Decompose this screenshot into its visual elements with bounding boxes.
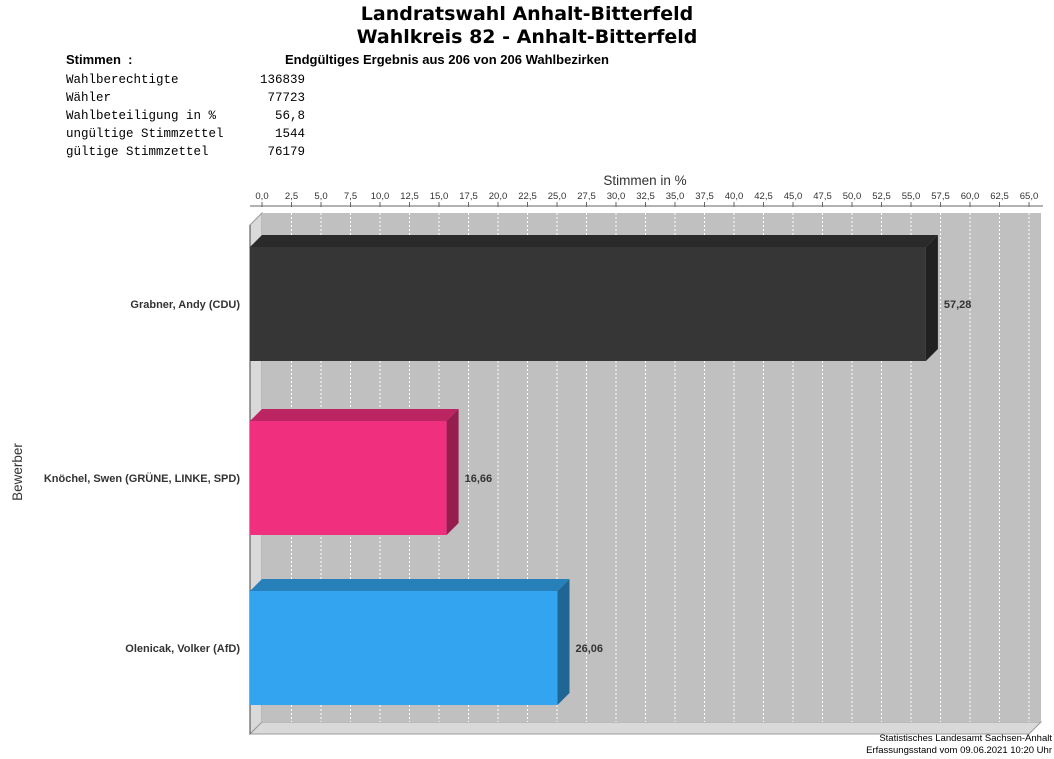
stat-value: 77723 <box>267 91 305 105</box>
x-axis-label: Stimmen in % <box>603 173 686 188</box>
chart-subtitle: Wahlkreis 82 - Anhalt-Bitterfeld <box>356 26 698 48</box>
tick-label: 25,0 <box>548 191 567 202</box>
tick-label: 20,0 <box>489 191 508 202</box>
tick-label: 35,0 <box>666 191 685 202</box>
tick-label: 32,5 <box>636 191 655 202</box>
bar-top-face <box>250 579 570 591</box>
stat-label: gültige Stimmzettel <box>66 145 209 159</box>
bar-group: Knöchel, Swen (GRÜNE, LINKE, SPD) 16,66 <box>44 409 492 535</box>
footer-timestamp: Erfassungsstand vom 09.06.2021 10:20 Uhr <box>866 745 1052 756</box>
category-label: Knöchel, Swen (GRÜNE, LINKE, SPD) <box>44 472 241 485</box>
stat-label: Wahlberechtigte <box>66 73 179 87</box>
stat-value: 76179 <box>267 145 305 159</box>
tick-label: 10,0 <box>371 191 390 202</box>
value-label: 26,06 <box>576 643 604 655</box>
tick-label: 17,5 <box>459 191 478 202</box>
stats-header: Stimmen : <box>66 52 133 67</box>
tick-label: 47,5 <box>813 191 832 202</box>
value-label: 16,66 <box>465 473 493 485</box>
bar <box>250 591 558 705</box>
bars: Grabner, Andy (CDU) 57,28 Knöchel, Swen (G… <box>44 235 971 705</box>
tick-label: 22,5 <box>518 191 537 202</box>
tick-label: 27,5 <box>577 191 596 202</box>
bar <box>250 421 447 535</box>
tick-label: 37,5 <box>695 191 714 202</box>
tick-label: 42,5 <box>754 191 773 202</box>
bar-top-face <box>250 235 938 247</box>
tick-label: 0,0 <box>255 191 268 202</box>
y-axis-label: Bewerber <box>10 443 25 501</box>
stat-value: 136839 <box>259 73 305 87</box>
stat-label: Wahlbeteiligung in % <box>66 109 217 123</box>
tick-label: 50,0 <box>843 191 862 202</box>
footer-source: Statistisches Landesamt Sachsen-Anhalt <box>879 733 1052 744</box>
tick-label: 12,5 <box>400 191 419 202</box>
tick-label: 5,0 <box>314 191 327 202</box>
stat-value: 56,8 <box>274 109 305 123</box>
tick-label: 65,0 <box>1020 191 1039 202</box>
bar-side-face <box>925 235 938 361</box>
bar-side-face <box>446 409 459 535</box>
x-axis-ticks: 0,0 2,5 5,0 7,5 10,0 12,5 15,0 17,5 20,0 22,5 25,0… <box>255 191 1038 207</box>
tick-label: 7,5 <box>344 191 357 202</box>
bar-top-face <box>250 409 459 421</box>
bar-group: Olenicak, Volker (AfD) 26,06 <box>125 579 603 705</box>
tick-label: 45,0 <box>784 191 803 202</box>
tick-label: 40,0 <box>725 191 744 202</box>
tick-label: 55,0 <box>902 191 921 202</box>
result-status: Endgültiges Ergebnis aus 206 von 206 Wah… <box>285 52 609 67</box>
category-label: Grabner, Andy (CDU) <box>130 299 240 311</box>
stat-label: ungültige Stimmzettel <box>66 127 224 141</box>
category-label: Olenicak, Volker (AfD) <box>125 643 240 655</box>
tick-label: 15,0 <box>430 191 449 202</box>
tick-label: 62,5 <box>990 191 1009 202</box>
tick-label: 52,5 <box>872 191 891 202</box>
tick-label: 2,5 <box>285 191 298 202</box>
value-label: 57,28 <box>944 299 972 311</box>
bar-side-face <box>557 579 570 705</box>
bar-group: Grabner, Andy (CDU) 57,28 <box>130 235 971 361</box>
stat-label: Wähler <box>66 91 112 105</box>
tick-label: 30,0 <box>607 191 626 202</box>
tick-label: 60,0 <box>961 191 980 202</box>
chart-title: Landratswahl Anhalt-Bitterfeld <box>360 3 694 25</box>
stat-value: 1544 <box>274 127 305 141</box>
bar <box>250 247 926 361</box>
tick-label: 57,5 <box>931 191 950 202</box>
